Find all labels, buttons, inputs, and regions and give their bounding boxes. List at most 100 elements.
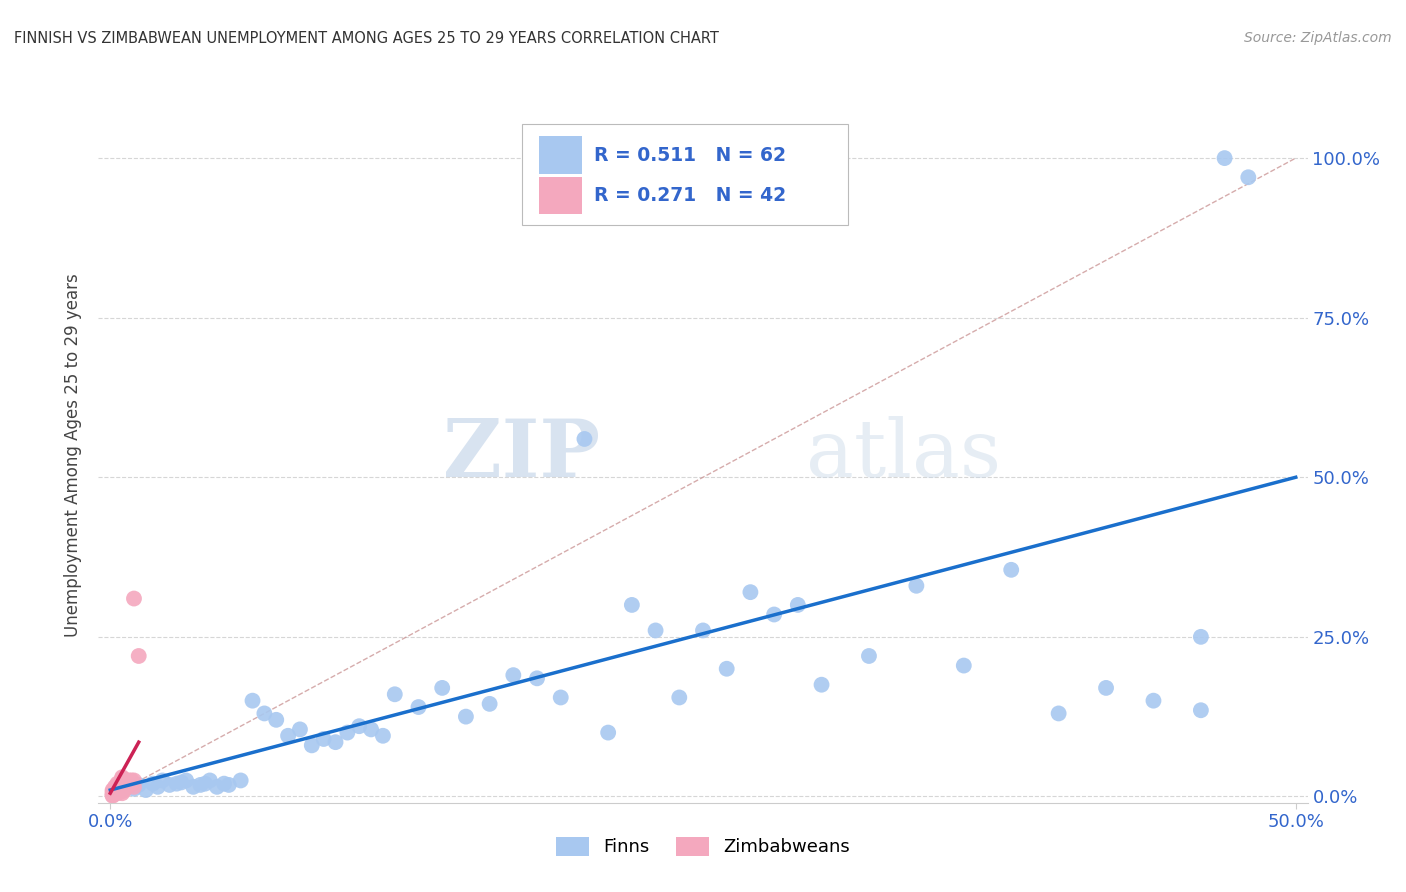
- Point: [858, 648, 880, 663]
- Point: [905, 579, 928, 593]
- Point: [1213, 151, 1236, 165]
- Point: [1189, 630, 1212, 644]
- Point: [312, 731, 335, 746]
- Point: [786, 598, 808, 612]
- Point: [763, 607, 786, 622]
- Point: [432, 681, 454, 695]
- Point: [115, 780, 138, 794]
- Point: [122, 591, 145, 606]
- Point: [108, 777, 131, 791]
- Point: [105, 777, 128, 791]
- Point: [118, 773, 141, 788]
- Point: [181, 780, 204, 794]
- Text: R = 0.271   N = 42: R = 0.271 N = 42: [595, 186, 786, 205]
- Point: [118, 777, 141, 791]
- Point: [101, 789, 124, 803]
- Point: [101, 783, 124, 797]
- Point: [101, 786, 124, 800]
- Point: [574, 432, 596, 446]
- Point: [288, 723, 311, 737]
- Point: [1095, 681, 1118, 695]
- Point: [111, 786, 134, 800]
- Point: [118, 780, 141, 794]
- Text: R = 0.511   N = 62: R = 0.511 N = 62: [595, 145, 786, 164]
- Point: [142, 777, 165, 791]
- Point: [229, 773, 252, 788]
- Point: [122, 773, 145, 788]
- Point: [105, 780, 128, 794]
- Point: [952, 658, 974, 673]
- Point: [111, 777, 134, 791]
- Point: [478, 697, 501, 711]
- Point: [115, 773, 138, 788]
- Point: [620, 598, 643, 612]
- Point: [347, 719, 370, 733]
- Point: [190, 778, 212, 792]
- Point: [108, 780, 131, 794]
- Point: [114, 780, 136, 794]
- Point: [121, 777, 143, 791]
- Point: [104, 780, 127, 794]
- Point: [371, 729, 394, 743]
- Point: [146, 780, 169, 794]
- Point: [108, 783, 131, 797]
- Point: [111, 778, 134, 792]
- Point: [408, 700, 430, 714]
- Point: [104, 781, 127, 796]
- Point: [121, 773, 143, 788]
- Point: [159, 778, 181, 792]
- Point: [384, 687, 406, 701]
- Point: [111, 783, 134, 797]
- Point: [111, 784, 134, 798]
- Point: [122, 780, 145, 794]
- Point: [264, 713, 287, 727]
- Point: [111, 770, 134, 784]
- Point: [810, 678, 832, 692]
- Point: [174, 773, 197, 788]
- Point: [1142, 694, 1164, 708]
- Point: [101, 788, 124, 802]
- Point: [205, 780, 228, 794]
- Point: [1047, 706, 1070, 721]
- Point: [454, 709, 477, 723]
- Point: [111, 783, 134, 797]
- Point: [122, 781, 145, 796]
- Y-axis label: Unemployment Among Ages 25 to 29 years: Unemployment Among Ages 25 to 29 years: [65, 273, 83, 637]
- Point: [111, 781, 134, 796]
- Point: [128, 648, 150, 663]
- Point: [242, 694, 264, 708]
- Point: [104, 784, 127, 798]
- Point: [194, 777, 217, 791]
- Point: [104, 783, 127, 797]
- Point: [105, 783, 128, 797]
- Text: FINNISH VS ZIMBABWEAN UNEMPLOYMENT AMONG AGES 25 TO 29 YEARS CORRELATION CHART: FINNISH VS ZIMBABWEAN UNEMPLOYMENT AMONG…: [14, 31, 718, 46]
- Point: [170, 775, 193, 789]
- Point: [336, 725, 359, 739]
- Point: [598, 725, 620, 739]
- Point: [301, 739, 323, 753]
- Point: [198, 773, 221, 788]
- FancyBboxPatch shape: [538, 177, 582, 214]
- Point: [740, 585, 762, 599]
- Point: [644, 624, 666, 638]
- FancyBboxPatch shape: [538, 136, 582, 174]
- Text: Source: ZipAtlas.com: Source: ZipAtlas.com: [1244, 31, 1392, 45]
- Point: [101, 784, 124, 798]
- Point: [166, 777, 188, 791]
- Point: [104, 786, 127, 800]
- Point: [360, 723, 382, 737]
- Point: [114, 783, 136, 797]
- Point: [135, 783, 157, 797]
- Point: [502, 668, 524, 682]
- FancyBboxPatch shape: [522, 124, 848, 226]
- Point: [101, 788, 124, 802]
- Point: [253, 706, 276, 721]
- Legend: Finns, Zimbabweans: Finns, Zimbabweans: [555, 837, 851, 856]
- Point: [277, 729, 299, 743]
- Point: [111, 773, 134, 788]
- Point: [716, 662, 738, 676]
- Point: [325, 735, 347, 749]
- Point: [1237, 170, 1260, 185]
- Point: [114, 777, 136, 791]
- Point: [1189, 703, 1212, 717]
